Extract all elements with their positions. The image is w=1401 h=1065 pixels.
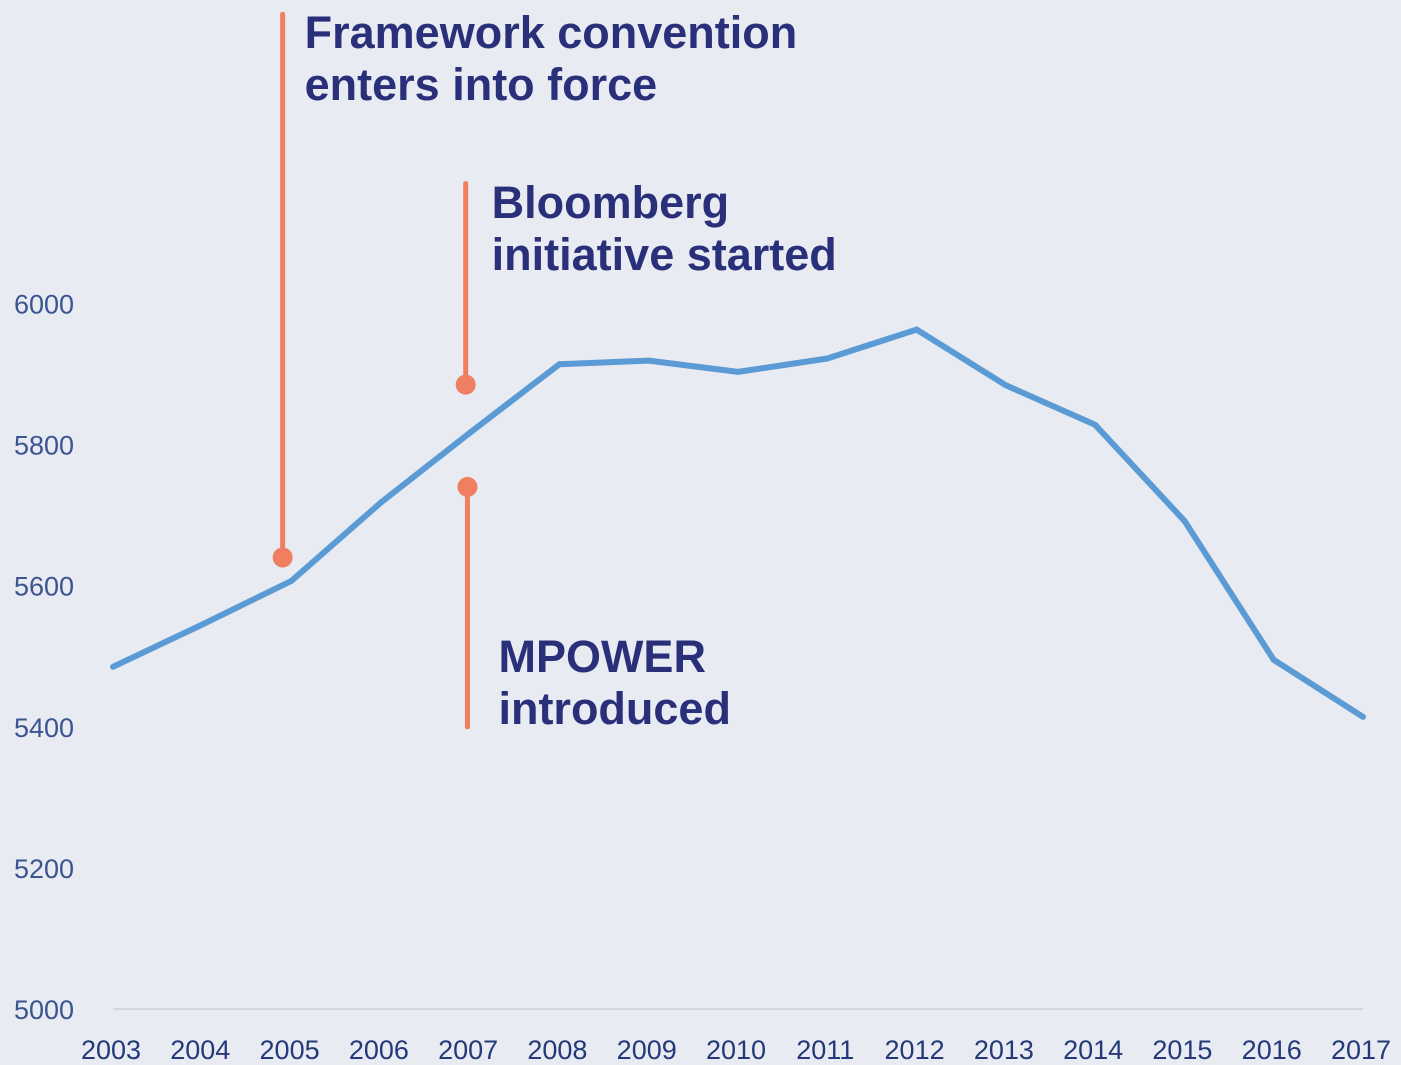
x-tick-label: 2003	[81, 1035, 141, 1065]
y-tick-label: 6000	[14, 290, 74, 320]
data-point	[467, 429, 474, 436]
x-tick-label: 2017	[1331, 1035, 1391, 1065]
x-axis: 2003 2004 2005 2006 2007 2008 2009 2010 2011 2012…	[81, 1008, 1391, 1065]
x-tick-label: 2012	[885, 1035, 945, 1065]
data-point	[377, 499, 384, 506]
data-point	[824, 355, 831, 362]
data-point	[1360, 713, 1366, 720]
annotation-framework-dot	[272, 547, 293, 568]
y-tick-label: 5800	[14, 431, 74, 461]
y-tick-label: 5400	[14, 713, 74, 743]
y-tick-label: 5200	[14, 854, 74, 884]
annotation-bloomberg-text: initiative started	[492, 229, 837, 280]
x-tick-label: 2016	[1242, 1035, 1302, 1065]
x-tick-label: 2015	[1152, 1035, 1212, 1065]
x-tick-label: 2007	[438, 1035, 498, 1065]
x-tick-label: 2006	[349, 1035, 409, 1065]
annotation-mpower-text: introduced	[498, 683, 731, 734]
data-point	[556, 361, 563, 368]
data-point	[913, 326, 920, 333]
x-tick-label: 2014	[1063, 1035, 1123, 1065]
data-point	[1270, 656, 1277, 663]
y-axis-ticks: 5000 5200 5400 5600 5800 6000	[14, 290, 74, 1026]
data-point	[645, 357, 652, 364]
data-point	[735, 368, 741, 375]
series-layer	[110, 326, 1366, 720]
x-tick-label: 2004	[170, 1035, 230, 1065]
data-point	[1002, 382, 1009, 389]
x-tick-label: 2009	[617, 1035, 677, 1065]
x-tick-label: 2013	[974, 1035, 1034, 1065]
annotation-bloomberg-text: Bloomberg	[492, 177, 730, 228]
data-point	[288, 577, 295, 584]
series-line	[111, 326, 1365, 720]
data-point	[110, 663, 116, 670]
x-tick-label: 2010	[706, 1035, 766, 1065]
data-point	[1181, 517, 1188, 524]
annotation-framework-text: enters into force	[305, 59, 658, 110]
annotation-framework-text: Framework convention	[305, 7, 798, 58]
x-tick-label: 2008	[527, 1035, 587, 1065]
x-tick-label: 2011	[796, 1035, 854, 1065]
annotation-mpower-dot	[457, 476, 478, 497]
data-point	[1092, 421, 1099, 428]
y-tick-label: 5600	[14, 572, 74, 602]
annotation-bloomberg-dot	[455, 374, 476, 395]
data-point	[199, 621, 206, 628]
y-tick-label: 5000	[14, 995, 74, 1025]
x-tick-label: 2005	[260, 1035, 320, 1065]
annotation-mpower-text: MPOWER	[498, 631, 706, 682]
